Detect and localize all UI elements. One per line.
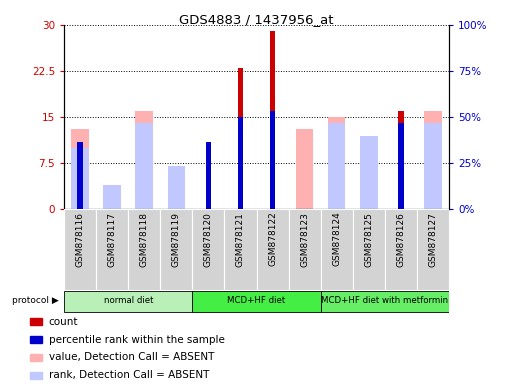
Bar xyxy=(96,209,128,290)
Bar xyxy=(328,123,345,209)
Text: GSM878125: GSM878125 xyxy=(364,212,373,266)
Bar xyxy=(206,142,211,209)
Bar xyxy=(238,117,243,209)
Bar xyxy=(270,111,275,209)
Text: MCD+HF diet with metformin: MCD+HF diet with metformin xyxy=(321,296,448,306)
Text: value, Detection Call = ABSENT: value, Detection Call = ABSENT xyxy=(49,353,214,362)
Text: normal diet: normal diet xyxy=(104,296,153,306)
Bar xyxy=(77,142,83,209)
Text: protocol ▶: protocol ▶ xyxy=(12,296,59,306)
Bar xyxy=(270,31,275,209)
Bar xyxy=(30,336,42,343)
Bar xyxy=(417,209,449,290)
Text: percentile rank within the sample: percentile rank within the sample xyxy=(49,334,225,344)
Bar xyxy=(398,123,404,209)
Bar xyxy=(256,209,288,290)
Bar xyxy=(104,185,121,209)
Text: GSM878118: GSM878118 xyxy=(140,212,149,267)
Text: GSM878116: GSM878116 xyxy=(75,212,85,267)
Bar xyxy=(30,318,42,325)
Bar xyxy=(424,123,442,209)
Bar xyxy=(353,209,385,290)
Bar xyxy=(238,68,243,209)
Text: GSM878119: GSM878119 xyxy=(172,212,181,267)
Bar xyxy=(398,111,404,209)
Bar xyxy=(135,111,153,209)
Text: GSM878122: GSM878122 xyxy=(268,212,277,266)
Text: GSM878117: GSM878117 xyxy=(108,212,117,267)
Text: rank, Detection Call = ABSENT: rank, Detection Call = ABSENT xyxy=(49,370,209,380)
Text: GSM878126: GSM878126 xyxy=(396,212,405,266)
Text: GSM878120: GSM878120 xyxy=(204,212,213,266)
Bar xyxy=(71,129,89,209)
Bar xyxy=(30,354,42,361)
Bar xyxy=(64,291,192,312)
Bar xyxy=(288,209,321,290)
Bar xyxy=(30,372,42,379)
Text: GSM878124: GSM878124 xyxy=(332,212,341,266)
Bar xyxy=(168,179,185,209)
Bar xyxy=(424,111,442,209)
Bar xyxy=(225,209,256,290)
Bar xyxy=(104,203,121,209)
Bar xyxy=(64,209,96,290)
Text: count: count xyxy=(49,317,78,327)
Bar xyxy=(360,136,378,209)
Bar xyxy=(128,209,160,290)
Bar xyxy=(168,166,185,209)
Text: GSM878121: GSM878121 xyxy=(236,212,245,266)
Text: GSM878123: GSM878123 xyxy=(300,212,309,266)
Bar xyxy=(296,129,313,209)
Text: MCD+HF diet: MCD+HF diet xyxy=(227,296,286,306)
Bar xyxy=(206,148,211,209)
Bar xyxy=(360,136,378,209)
Bar xyxy=(385,209,417,290)
Bar xyxy=(160,209,192,290)
Text: GDS4883 / 1437956_at: GDS4883 / 1437956_at xyxy=(179,13,334,26)
Bar xyxy=(321,291,449,312)
Text: GSM878127: GSM878127 xyxy=(428,212,438,266)
Bar xyxy=(192,291,321,312)
Bar xyxy=(321,209,353,290)
Bar xyxy=(135,123,153,209)
Bar xyxy=(328,117,345,209)
Bar xyxy=(192,209,225,290)
Bar xyxy=(71,148,89,209)
